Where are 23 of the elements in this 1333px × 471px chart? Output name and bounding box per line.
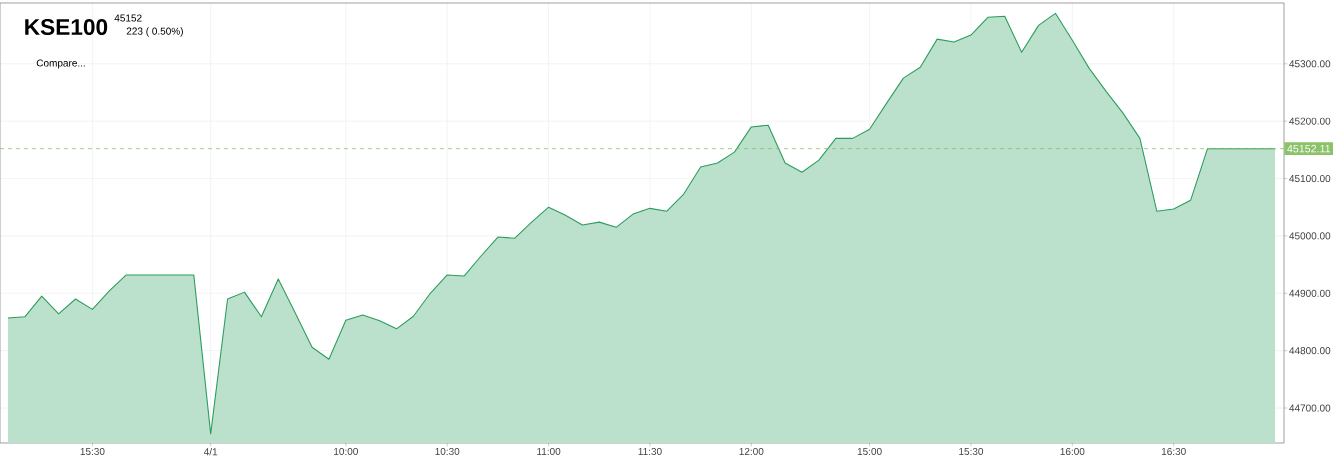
x-tick-label: 16:30 (1161, 447, 1186, 456)
x-tick-label: 11:00 (537, 447, 561, 456)
x-tick-label: 10:30 (435, 447, 460, 456)
x-tick-label: 11:30 (638, 447, 662, 456)
x-tick-label: 15:00 (857, 447, 882, 456)
x-tick-label: 12:00 (739, 447, 764, 456)
x-tick-label: 10:00 (334, 447, 358, 456)
y-tick-label: 44900.00 (1289, 289, 1331, 297)
x-tick-label: 16:00 (1060, 447, 1085, 456)
y-tick-label: 44800.00 (1289, 347, 1331, 355)
y-tick-label: 45200.00 (1289, 117, 1331, 125)
y-tick-label: 45100.00 (1289, 174, 1331, 183)
annotation: 223 ( 0.50%) (126, 27, 183, 37)
x-tick-label: 4/1 (203, 447, 218, 456)
annotation: Compare... (36, 59, 85, 69)
y-tick-label: 44700.00 (1289, 404, 1331, 412)
text: 45152 (114, 14, 142, 22)
ref-line-label: 45152.11 (1287, 144, 1331, 153)
text: KSE100 (25, 18, 108, 36)
y-tick-label: 45300.00 (1289, 60, 1331, 68)
y-tick-label: 45000.00 (1289, 232, 1331, 240)
x-tick-label: 15:30 (80, 447, 105, 456)
x-tick-label: 15:30 (959, 447, 984, 456)
